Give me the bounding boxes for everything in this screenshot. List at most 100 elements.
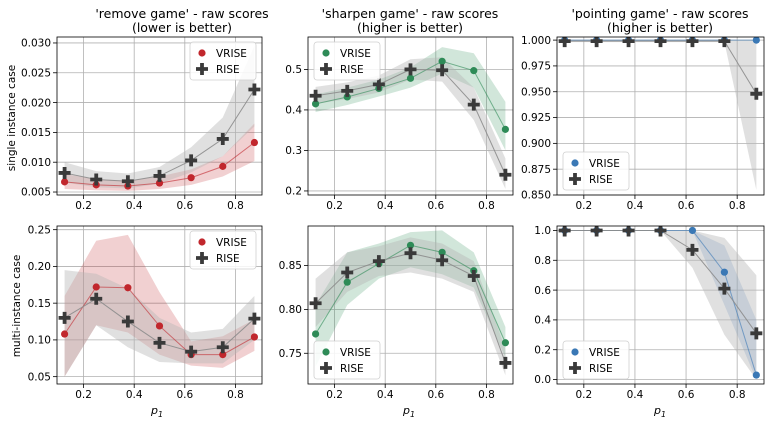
panel-4-band-rise <box>315 237 506 376</box>
panel-1-legend-label-vrise: VRISE <box>340 48 371 60</box>
panel-0-ytick-label-2: 0.015 <box>21 127 51 139</box>
panel-5-plot-area <box>558 226 763 380</box>
panel-0-plot-area <box>58 45 261 191</box>
panel-1-point-vrise-0 <box>311 100 320 108</box>
panel-5-legend-marker-rise <box>569 362 581 374</box>
panel-0-band-rise <box>64 45 255 189</box>
panel-3-point-rise-2 <box>121 315 134 328</box>
panel-1-ytick-label-2: 0.4 <box>285 105 302 117</box>
panel-5-ytick-label-3: 0.6 <box>534 285 551 297</box>
panel-5-ytick-label-0: 0.0 <box>534 374 551 386</box>
panel-4-legend-label-vrise: VRISE <box>340 347 371 359</box>
panel-5-point-vrise-5 <box>720 268 728 276</box>
title-sharpen-line2: (higher is better) <box>357 20 463 35</box>
panel-5-xtick-label-1: 0.4 <box>627 389 644 401</box>
panel-4-point-rise-5 <box>467 270 480 283</box>
panel-0-legend-label-rise: RISE <box>216 64 240 76</box>
panel-2-xtick-label-2: 0.6 <box>678 200 695 212</box>
panel-1-point-vrise-5 <box>470 67 478 75</box>
panel-2-point-rise-6 <box>750 87 763 100</box>
panel-1-point-rise-5 <box>467 98 480 111</box>
panel-sharpen-row1: 0.2 0.4 0.6 0.8 0.75 0.80 0.85 VRISE RISE <box>279 225 514 401</box>
panel-4-point-vrise-0 <box>311 330 320 338</box>
panel-2-ytick-label-2: 0.900 <box>521 138 551 150</box>
panel-0-ytick-label-4: 0.025 <box>21 67 51 79</box>
panel-1-legend-marker-rise <box>320 63 332 75</box>
panel-3-point-vrise-3 <box>155 322 164 330</box>
panel-5-legend: VRISE RISE <box>562 340 630 380</box>
panel-3-frame <box>56 225 263 385</box>
panel-sharpen-row0: 0.2 0.4 0.6 0.8 0.2 0.3 0.4 0.5 VRISE RISE <box>285 36 514 212</box>
panel-4-frame <box>307 225 514 385</box>
panel-1-ytick-label-0: 0.2 <box>285 186 302 198</box>
panel-2-band-rise <box>564 40 757 190</box>
panel-0-ytick-label-5: 0.030 <box>21 38 51 50</box>
panel-1-point-vrise-6 <box>501 125 510 133</box>
panel-3-point-vrise-1 <box>92 283 100 291</box>
panel-1-point-rise-1 <box>341 84 354 97</box>
panel-5-point-vrise-6 <box>752 371 760 379</box>
panel-2-plot-area <box>558 37 763 190</box>
panel-0-legend-marker-rise <box>196 63 208 75</box>
panel-5-xtick-label-3: 0.8 <box>729 389 746 401</box>
panel-0-xtick-label-3: 0.8 <box>227 200 244 212</box>
panel-1-frame <box>307 36 514 196</box>
panel-3-xtick-label-2: 0.6 <box>176 389 193 401</box>
panel-5-point-rise-3 <box>654 226 667 237</box>
panel-4-point-rise-1 <box>341 266 354 279</box>
panel-5-xtick-label-2: 0.6 <box>678 389 695 401</box>
panel-3-point-rise-6 <box>248 312 261 325</box>
panel-5-ytick-label-2: 0.4 <box>534 315 551 327</box>
panel-5-legend-label-rise: RISE <box>589 363 613 375</box>
panel-1-legend: VRISE RISE <box>313 41 381 81</box>
panel-4-legend-label-rise: RISE <box>340 363 364 375</box>
panel-5-point-rise-6 <box>750 327 763 340</box>
panel-3-xtick-label-1: 0.4 <box>126 389 143 401</box>
panel-3-ytick-label-1: 0.10 <box>28 335 51 347</box>
panel-4-point-rise-0 <box>309 297 322 310</box>
panel-1-point-rise-2 <box>372 78 385 91</box>
panel-4-legend-marker-vrise <box>322 348 330 356</box>
panel-2-ytick-label-3: 0.925 <box>521 112 551 124</box>
panel-remove-row1: 0.2 0.4 0.6 0.8 0.05 0.10 0.15 0.20 0.25 VRISE RIS… <box>28 224 263 401</box>
title-remove-line1: 'remove game' - raw scores <box>95 6 268 21</box>
title-remove-line2: (lower is better) <box>132 20 232 35</box>
panel-3-legend-marker-rise <box>196 252 208 264</box>
panel-5-ytick-label-1: 0.2 <box>534 344 551 356</box>
panel-4-ytick-label-2: 0.85 <box>279 260 302 272</box>
panel-0-point-vrise-4 <box>187 174 195 182</box>
panel-5-point-rise-2 <box>622 226 635 237</box>
panel-3-plot-area <box>58 234 261 377</box>
panel-2-legend-marker-vrise <box>571 159 579 167</box>
panel-4-band-vrise <box>315 230 506 367</box>
panel-0-legend-marker-vrise <box>198 49 206 57</box>
panel-5-xtick-label-0: 0.2 <box>575 389 592 401</box>
panel-0-xtick-label-2: 0.6 <box>176 200 193 212</box>
panel-0-frame <box>56 36 263 196</box>
panel-5-band-rise <box>564 230 757 380</box>
panel-2-point-vrise-6 <box>752 37 760 44</box>
panel-3-xtick-label-0: 0.2 <box>75 389 92 401</box>
panel-0-point-rise-1 <box>90 173 103 186</box>
panel-5-legend-marker-vrise <box>571 348 579 356</box>
panel-3-point-rise-3 <box>153 336 166 349</box>
panel-0-point-vrise-6 <box>250 138 259 147</box>
panel-1-ytick-label-3: 0.5 <box>285 64 302 76</box>
panel-3-ytick-label-4: 0.25 <box>28 224 51 236</box>
panel-1-point-vrise-4 <box>438 57 446 65</box>
panel-5-point-rise-0 <box>558 226 571 237</box>
xlabel-col3: p1 <box>653 404 666 419</box>
panel-3-ytick-label-2: 0.15 <box>28 298 51 310</box>
panel-3-point-rise-5 <box>216 341 229 354</box>
panel-pointing-row0: 0.2 0.4 0.6 0.8 0.850 0.875 0.900 0.925 0.950 0.9… <box>521 35 765 212</box>
panel-4-point-rise-4 <box>436 254 449 267</box>
panel-3-point-rise-4 <box>185 345 198 358</box>
panel-1-point-rise-6 <box>499 168 512 181</box>
panel-1-ytick-label-1: 0.3 <box>285 145 302 157</box>
panel-2-point-rise-2 <box>622 37 635 48</box>
panel-1-legend-marker-vrise <box>322 49 330 57</box>
panel-3-legend-marker-vrise <box>198 238 206 246</box>
panel-3-legend-label-vrise: VRISE <box>216 237 247 249</box>
panel-4-point-vrise-4 <box>438 248 446 256</box>
